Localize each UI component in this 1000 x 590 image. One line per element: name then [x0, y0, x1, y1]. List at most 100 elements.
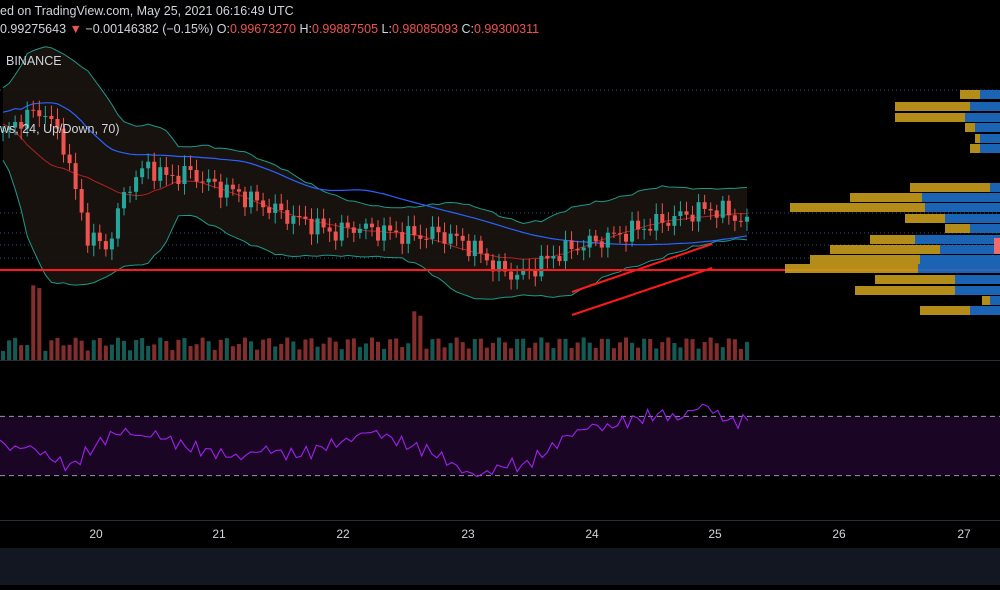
moving-average-red: [2, 123, 748, 260]
volume-bar: [273, 346, 278, 360]
volume-bar: [412, 311, 417, 360]
volume-bar: [121, 340, 127, 360]
candle-body: [509, 271, 514, 280]
candle-body: [19, 122, 24, 129]
x-tick-label-22: 22: [336, 527, 350, 541]
volume-profile-row-0: [960, 90, 980, 99]
volume-bar: [545, 342, 550, 360]
volume-bar: [212, 349, 217, 360]
candle-body: [732, 215, 737, 221]
volume-bar: [448, 343, 453, 360]
volume-bar: [406, 343, 411, 360]
volume-bar: [109, 344, 114, 360]
candle-body: [140, 168, 145, 178]
volume-bar: [720, 347, 725, 360]
candle-body: [182, 166, 187, 184]
volume-bar: [569, 348, 574, 360]
candle-body: [636, 220, 641, 230]
candle-body: [261, 200, 266, 208]
indicator-label[interactable]: ws, 24, Up/Down, 70): [0, 122, 120, 136]
volume-bar: [490, 342, 495, 360]
volume-bar: [436, 338, 441, 360]
x-tick-label-25: 25: [708, 527, 722, 541]
candle-body: [170, 174, 175, 176]
volume-profile-row-8-up: [925, 203, 1000, 212]
volume-bar: [309, 338, 314, 360]
volume-bar: [581, 337, 586, 360]
volume-bar: [236, 344, 241, 360]
volume-bar: [376, 341, 381, 360]
volume-bar: [345, 339, 350, 360]
bollinger-fill: [3, 46, 747, 300]
volume-bar: [496, 337, 502, 360]
volume-bar: [466, 348, 471, 360]
volume-bar: [509, 348, 514, 360]
volume-bar: [327, 337, 332, 360]
candle-body: [91, 232, 96, 246]
rsi-band: [0, 416, 1000, 476]
volume-bar: [303, 339, 308, 360]
volume-profile-row-14-up: [918, 264, 1000, 273]
candle-body: [327, 227, 332, 232]
volume-profile-row-11: [870, 235, 915, 244]
volume-bar: [297, 349, 302, 360]
volume-bar: [200, 337, 205, 360]
volume-bar: [563, 338, 568, 360]
volume-bar: [242, 337, 247, 360]
volume-bar: [575, 342, 580, 360]
candle-body: [291, 216, 296, 224]
candle-body: [279, 203, 284, 211]
candle-body: [285, 210, 290, 224]
x-tick-label-27: 27: [957, 527, 971, 541]
candle-body: [418, 235, 423, 239]
volume-bar: [738, 348, 743, 360]
candle-body: [273, 203, 278, 213]
volume-profile-row-17: [982, 296, 990, 305]
volume-bar: [599, 338, 604, 360]
volume-bar: [285, 337, 290, 360]
volume-bar: [152, 344, 157, 360]
volume-profile-row-13: [810, 255, 920, 264]
candle-body: [25, 109, 30, 129]
close-value: 0.99300311: [474, 22, 540, 36]
volume-bar: [503, 342, 508, 360]
candle-body: [424, 238, 429, 240]
candle-body: [503, 261, 508, 272]
ohlc-legend: 0.99275643 ▼ −0.00146382 (−0.15%) O:0.99…: [0, 22, 539, 36]
volume-bar: [684, 338, 689, 360]
volume-bar: [279, 343, 284, 360]
candle-body: [333, 231, 338, 241]
candle-body: [31, 109, 36, 111]
volume-profile-row-15: [875, 275, 955, 284]
candle-body: [623, 233, 629, 242]
volume-bar: [267, 338, 272, 360]
volume-bar: [248, 341, 254, 360]
volume-profile-row-12-up: [940, 245, 1000, 254]
volume-profile-row-4-up: [980, 134, 1000, 143]
candle-body: [684, 211, 689, 215]
volume-bar: [261, 339, 266, 360]
candle-body: [714, 210, 719, 218]
volume-profile-row-9: [905, 214, 945, 223]
volume-bar: [218, 339, 223, 360]
volume-bar: [521, 338, 526, 360]
candle-body: [315, 218, 320, 235]
candle-body: [255, 191, 260, 201]
volume-bar: [315, 346, 320, 360]
volume-bar: [430, 339, 435, 360]
volume-bar: [654, 348, 659, 360]
candle-body: [472, 240, 477, 257]
candle-body: [200, 181, 205, 183]
candle-body: [460, 235, 465, 241]
candle-body: [49, 116, 54, 120]
channel-lower-line: [571, 267, 713, 316]
volume-bar: [170, 350, 175, 360]
candle-body: [436, 226, 441, 233]
candle-body: [648, 228, 653, 231]
x-tick-label-24: 24: [585, 527, 599, 541]
volume-profile-row-4: [975, 134, 980, 143]
volume-bar: [73, 337, 78, 360]
x-tick-label-20: 20: [89, 527, 103, 541]
